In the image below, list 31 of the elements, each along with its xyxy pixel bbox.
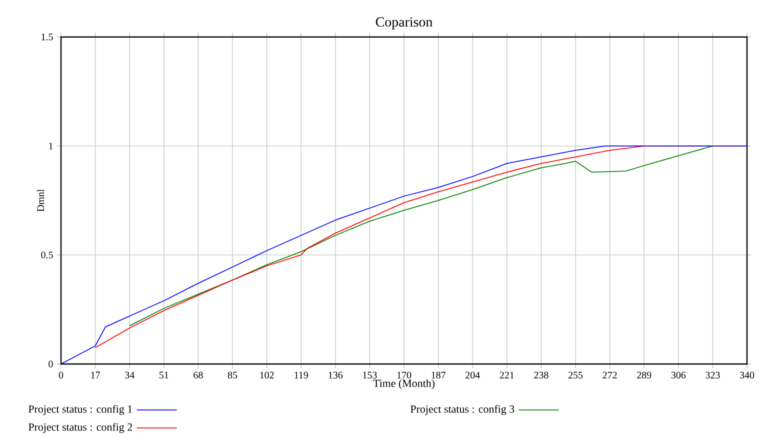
x-tick-label: 136 [328, 372, 343, 378]
x-tick-label: 238 [534, 372, 548, 378]
x-tick-label: 34 [125, 372, 134, 378]
y-tick-label: 1 [49, 142, 53, 150]
legend-label: Project status : config 1 [28, 404, 132, 416]
x-tick-label: 340 [740, 372, 754, 378]
x-tick-label: 187 [432, 372, 446, 378]
y-axis-title: Dmnl [37, 189, 44, 212]
x-tick-label: 255 [568, 372, 583, 378]
x-tick-label: 0 [58, 372, 64, 378]
x-tick-label: 153 [363, 372, 377, 378]
y-tick-label: 0.5 [41, 252, 53, 258]
x-tick-label: 51 [160, 372, 168, 378]
x-tick-label: 272 [602, 372, 617, 378]
x-tick-label: 85 [228, 372, 238, 378]
x-tick-label: 221 [500, 372, 514, 378]
x-tick-label: 289 [637, 372, 652, 378]
x-tick-label: 323 [706, 372, 720, 378]
y-tick-label: 0 [48, 360, 53, 368]
x-tick-label: 17 [91, 372, 100, 378]
y-tick-label: 1.5 [42, 34, 53, 40]
x-tick-label: 306 [671, 372, 686, 378]
x-tick-label: 170 [397, 372, 412, 378]
x-tick-label: 204 [466, 372, 480, 378]
x-axis-title: Time (Month) [373, 379, 435, 390]
legend-label: Project status : config 3 [410, 404, 514, 416]
x-tick-label: 68 [194, 372, 203, 378]
legend-label: Project status : config 2 [28, 422, 132, 434]
x-tick-label: 119 [294, 372, 308, 378]
x-tick-label: 102 [260, 372, 274, 378]
chart-title: Coparison [376, 17, 432, 30]
